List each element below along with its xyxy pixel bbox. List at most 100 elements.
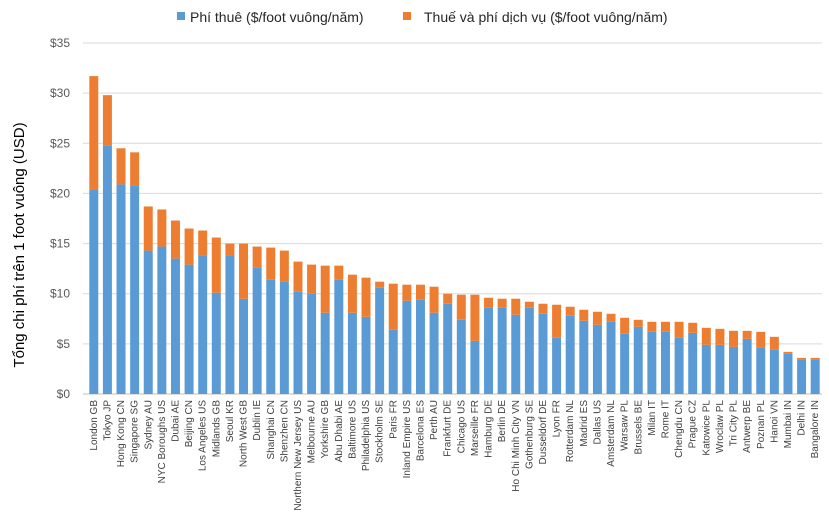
- bar-tax-44: [688, 322, 698, 333]
- bar-tax-31: [511, 298, 521, 315]
- x-tick-label: Singapore SG: [130, 400, 141, 463]
- x-tick-label: Shenzhen CN: [279, 400, 290, 462]
- x-tick-label: Baltimore US: [347, 400, 358, 459]
- bar-rent-11: [239, 298, 249, 394]
- x-tick-label: Frankfurt DE: [443, 400, 454, 457]
- bar-tax-43: [674, 321, 684, 338]
- legend-swatch-rent: [177, 12, 185, 20]
- legend: Phí thuê ($/foot vuông/năm) Thuế và phí …: [177, 9, 668, 25]
- x-tick-label: Philadelphia US: [361, 400, 372, 471]
- y-axis-label: Tổng chi phí trên 1 foot vuông (USD): [11, 122, 28, 367]
- bar-tax-11: [239, 243, 249, 299]
- bar-tax-6: [170, 220, 180, 259]
- bar-rent-24: [415, 299, 425, 394]
- y-tick-label: $35: [50, 36, 70, 50]
- bar-rent-34: [552, 337, 562, 394]
- bar-tax-10: [225, 243, 235, 256]
- bar-tax-42: [660, 321, 670, 332]
- x-tick-label: Rotterdam NL: [565, 400, 576, 463]
- bar-tax-41: [647, 321, 657, 332]
- bar-rent-5: [157, 246, 167, 394]
- bar-tax-16: [307, 264, 317, 294]
- bar-tax-24: [415, 284, 425, 300]
- bar-tax-15: [293, 261, 303, 292]
- bar-rent-28: [470, 340, 480, 394]
- bar-rent-49: [756, 347, 766, 394]
- bar-rent-36: [579, 320, 589, 394]
- bars: [89, 76, 820, 394]
- bar-rent-32: [524, 307, 534, 394]
- bar-tax-8: [198, 230, 208, 256]
- x-tick-label: Los Angeles US: [198, 400, 209, 471]
- y-tick-label: $10: [50, 287, 70, 301]
- x-tick-label: Melbourne AU: [307, 400, 318, 463]
- y-tick-label: $0: [57, 387, 71, 401]
- x-tick-label: Northern New Jersey US: [293, 400, 304, 511]
- bar-rent-29: [484, 307, 494, 394]
- bar-rent-7: [184, 264, 194, 394]
- x-tick-label: London GB: [89, 400, 100, 451]
- bar-tax-29: [484, 297, 494, 308]
- bar-rent-31: [511, 314, 521, 394]
- bar-tax-53: [810, 357, 820, 360]
- bar-rent-43: [674, 337, 684, 394]
- bar-tax-33: [538, 303, 548, 314]
- bar-rent-19: [347, 312, 357, 394]
- bar-rent-46: [715, 344, 725, 394]
- bar-rent-16: [307, 293, 317, 394]
- x-tick-label: Mumbai IN: [783, 400, 794, 448]
- bar-tax-17: [320, 265, 330, 313]
- bar-rent-20: [361, 316, 371, 394]
- bar-tax-37: [592, 311, 602, 325]
- bar-rent-26: [443, 303, 453, 394]
- bar-tax-28: [470, 294, 480, 341]
- x-tick-label: Bangalore IN: [810, 400, 821, 458]
- bar-tax-18: [334, 265, 344, 280]
- bar-rent-17: [320, 312, 330, 394]
- bar-tax-35: [565, 306, 575, 316]
- bar-rent-38: [606, 321, 616, 394]
- bar-tax-2: [116, 148, 126, 185]
- bar-rent-42: [660, 331, 670, 394]
- bar-tax-0: [89, 76, 99, 190]
- bar-tax-45: [701, 327, 711, 345]
- x-tick-label: Prague CZ: [688, 400, 699, 448]
- bar-tax-39: [620, 317, 630, 334]
- x-tick-label: Lyon FR: [552, 400, 563, 437]
- bar-rent-52: [797, 359, 807, 394]
- x-tick-label: Seoul KR: [225, 400, 236, 442]
- bar-tax-46: [715, 328, 725, 345]
- legend-label-rent: Phí thuê ($/foot vuông/năm): [190, 9, 364, 25]
- bar-tax-3: [130, 152, 140, 186]
- bar-rent-37: [592, 324, 602, 394]
- bar-rent-12: [252, 267, 262, 394]
- x-tick-label: Abu Dhabi AE: [334, 400, 345, 463]
- bar-rent-50: [769, 349, 779, 394]
- bar-tax-26: [443, 293, 453, 304]
- bar-tax-14: [279, 250, 289, 282]
- x-tick-label: Dallas US: [592, 400, 603, 445]
- bar-rent-25: [429, 312, 439, 394]
- x-tick-label: Stockholm SE: [375, 400, 386, 463]
- bar-rent-6: [170, 258, 180, 394]
- bar-tax-30: [497, 298, 507, 308]
- x-tick-label: Hamburg DE: [484, 400, 495, 458]
- bar-rent-23: [402, 300, 412, 394]
- x-tick-label: Ho Chi Minh City VN: [511, 400, 522, 492]
- x-tick-label: Paris FR: [388, 400, 399, 439]
- y-tick-label: $25: [50, 136, 70, 150]
- bar-rent-1: [102, 145, 112, 394]
- x-tick-label: Milan IT: [647, 400, 658, 436]
- bar-rent-13: [266, 279, 276, 394]
- x-tick-label: Amsterdam NL: [606, 400, 617, 467]
- x-tick-label: Perth AU: [429, 400, 440, 440]
- bar-tax-51: [783, 351, 793, 354]
- gridlines: [83, 42, 822, 395]
- x-tick-label: Katowice PL: [701, 400, 712, 456]
- x-tick-label: Tri City PL: [729, 400, 740, 447]
- x-tick-label: Dubai AE: [170, 400, 181, 442]
- bar-rent-15: [293, 291, 303, 394]
- y-tick-label: $30: [50, 86, 70, 100]
- x-tick-label: Gothenburg SE: [524, 400, 535, 469]
- bar-rent-45: [701, 344, 711, 394]
